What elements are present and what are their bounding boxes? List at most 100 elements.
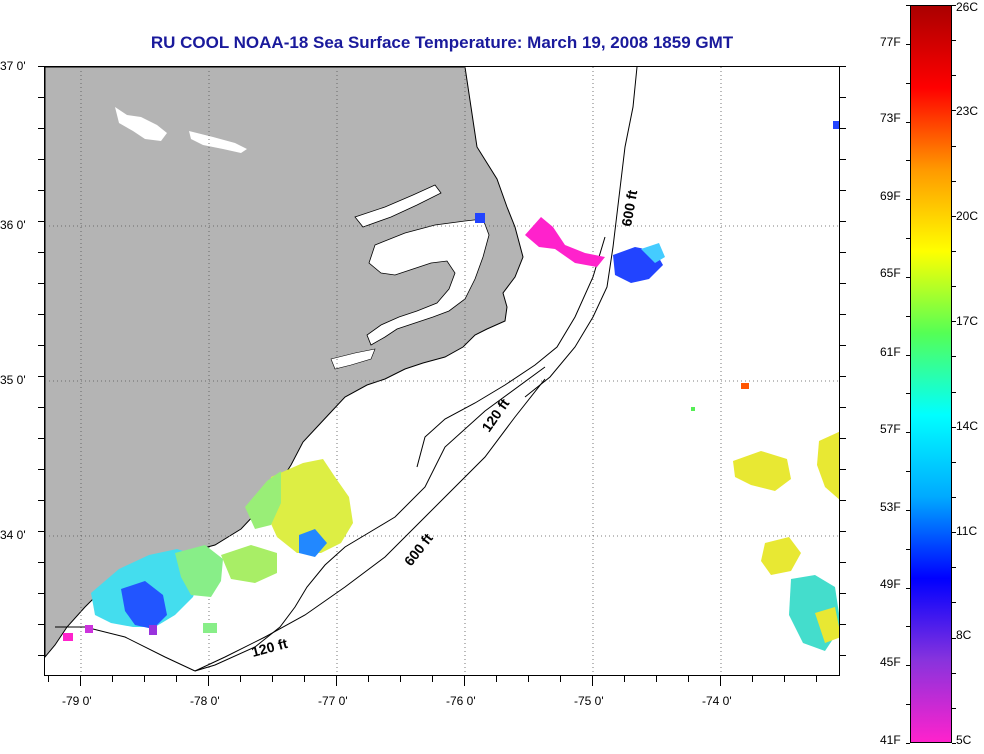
colorbar-f-41: 41F	[880, 733, 901, 747]
colorbar-tick	[952, 216, 956, 217]
contour-120ft-inner	[416, 236, 606, 468]
lat-tick	[38, 345, 44, 346]
colorbar-tick	[906, 510, 910, 511]
colorbar-tick	[906, 432, 910, 433]
lat-label-36: 36 0'	[0, 218, 26, 232]
sst-patch-yellow-center	[267, 459, 353, 553]
colorbar-tick	[952, 602, 956, 603]
lat-tick	[840, 97, 846, 98]
colorbar-tick	[952, 75, 956, 76]
colorbar-tick	[952, 392, 956, 393]
colorbar-tick	[952, 40, 956, 41]
lon-tick	[432, 676, 433, 682]
lat-tick	[38, 407, 44, 408]
lon-label-79: -79 0'	[62, 694, 92, 708]
sst-map: 600 ft 120 ft 600 ft 120 ft	[44, 66, 840, 676]
lat-label-34: 34 0'	[0, 528, 26, 542]
lon-tick	[688, 676, 689, 682]
colorbar-tick	[906, 704, 910, 705]
sst-spot-orange	[741, 383, 749, 389]
lon-label-75: -75 0'	[574, 694, 604, 708]
colorbar-tick	[952, 673, 956, 674]
lon-label-74: -74 0'	[702, 694, 732, 708]
lat-tick	[840, 221, 846, 222]
lat-tick	[840, 66, 846, 67]
colorbar-c-8: 8C	[956, 628, 972, 642]
colorbar-tick	[906, 549, 910, 550]
lon-tick	[464, 676, 465, 686]
lat-tick	[840, 655, 846, 656]
lat-tick	[38, 252, 44, 253]
lat-tick	[840, 283, 846, 284]
lon-tick	[368, 676, 369, 682]
colorbar-tick	[906, 743, 910, 744]
lat-tick	[38, 655, 44, 656]
sst-spot-magenta-3	[149, 625, 157, 635]
lat-tick	[840, 314, 846, 315]
lat-tick	[840, 407, 846, 408]
colorbar-c-26: 26C	[956, 0, 979, 14]
lon-tick	[720, 676, 721, 686]
lon-tick	[624, 676, 625, 682]
lat-tick	[38, 531, 44, 532]
colorbar-tick	[906, 44, 910, 45]
colorbar-tick	[906, 122, 910, 123]
chart-title: RU COOL NOAA-18 Sea Surface Temperature:…	[150, 33, 734, 52]
lon-tick	[48, 676, 49, 682]
lat-tick	[38, 221, 44, 222]
contour-label-120ft-south: 120 ft	[250, 635, 290, 660]
lon-tick	[112, 676, 113, 682]
colorbar-c-20: 20C	[956, 209, 979, 223]
colorbar-tick	[906, 588, 910, 589]
lat-tick	[38, 624, 44, 625]
colorbar-tick	[952, 5, 956, 6]
contour-600ft-south	[194, 378, 546, 672]
sst-patch-green-nw	[245, 471, 281, 529]
colorbar-f-53: 53F	[880, 500, 901, 514]
lat-tick	[840, 159, 846, 160]
colorbar-tick	[906, 277, 910, 278]
colorbar-tick	[906, 5, 910, 6]
lat-tick	[38, 128, 44, 129]
colorbar-tick	[952, 743, 956, 744]
colorbar-tick	[952, 462, 956, 463]
colorbar-tick	[952, 146, 956, 147]
lat-tick	[38, 593, 44, 594]
sst-patch-cyan-ne	[641, 243, 665, 263]
lon-tick	[144, 676, 145, 682]
lat-tick	[38, 438, 44, 439]
sst-patch-yellow-east-1	[733, 451, 791, 491]
colorbar-tick	[906, 665, 910, 666]
colorbar-tick	[906, 238, 910, 239]
colorbar-tick	[906, 160, 910, 161]
colorbar-tick	[952, 181, 956, 182]
lon-tick	[240, 676, 241, 682]
colorbar-tick	[952, 708, 956, 709]
lon-tick	[304, 676, 305, 682]
colorbar-f-45: 45F	[880, 655, 901, 669]
colorbar-tick	[906, 199, 910, 200]
sst-patch-blue-center	[299, 529, 327, 557]
colorbar-f-65: 65F	[880, 266, 901, 280]
colorbar-tick	[952, 321, 956, 322]
lat-tick	[840, 531, 846, 532]
sst-patch-yellow-east-2	[817, 431, 839, 500]
lat-tick	[840, 376, 846, 377]
colorbar-tick	[906, 316, 910, 317]
lon-tick	[336, 676, 337, 686]
lon-tick	[656, 676, 657, 682]
sst-patch-magenta-ne	[525, 217, 605, 267]
lat-tick	[840, 190, 846, 191]
colorbar-c-17: 17C	[956, 314, 979, 328]
sst-patch-green-s	[221, 545, 277, 583]
colorbar-tick	[952, 251, 956, 252]
colorbar-tick	[952, 567, 956, 568]
inland-lake	[115, 107, 167, 141]
lat-tick	[840, 252, 846, 253]
pamlico-sound	[366, 218, 490, 346]
lat-tick	[840, 562, 846, 563]
colorbar-f-57: 57F	[880, 422, 901, 436]
sst-spot-green-far	[691, 407, 695, 411]
sst-patch-yellow-east-3	[761, 537, 801, 575]
colorbar-tick	[906, 355, 910, 356]
